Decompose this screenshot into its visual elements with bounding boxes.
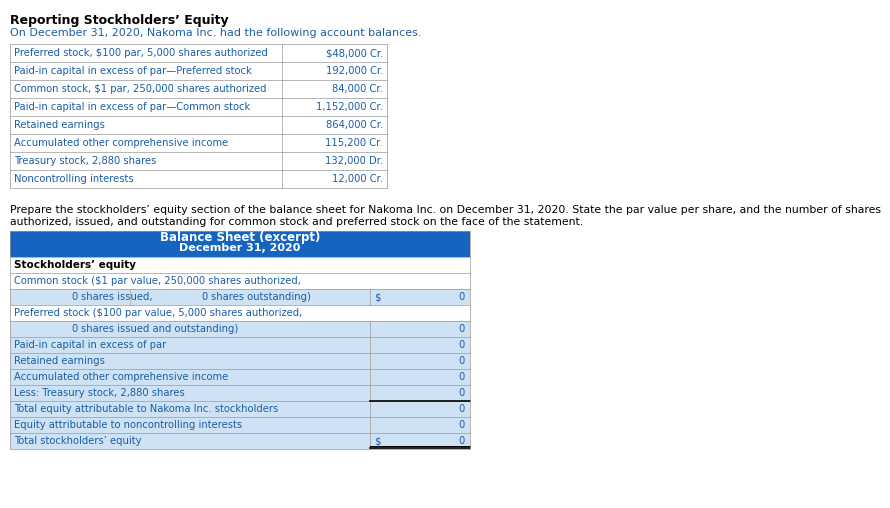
Bar (10, 289, 470, 305)
Text: Noncontrolling interests: Noncontrolling interests (14, 174, 134, 184)
Text: Total stockholders’ equity: Total stockholders’ equity (14, 436, 142, 446)
Text: 0: 0 (458, 356, 465, 366)
Bar (10, 433, 470, 449)
Text: 0: 0 (458, 420, 465, 430)
Text: Paid-in capital in excess of par—Preferred stock: Paid-in capital in excess of par—Preferr… (14, 66, 252, 76)
Text: 12,000 Cr.: 12,000 Cr. (332, 174, 383, 184)
Text: Preferred stock ($100 par value, 5,000 shares authorized,: Preferred stock ($100 par value, 5,000 s… (14, 308, 303, 318)
Text: 0: 0 (202, 292, 208, 302)
Text: shares issued and outstanding): shares issued and outstanding) (81, 324, 239, 334)
Text: $: $ (374, 436, 381, 446)
Text: 1,152,000 Cr.: 1,152,000 Cr. (316, 102, 383, 112)
Text: $48,000 Cr.: $48,000 Cr. (326, 48, 383, 58)
Text: authorized, issued, and outstanding for common stock and preferred stock on the : authorized, issued, and outstanding for … (10, 217, 583, 227)
Text: 864,000 Cr.: 864,000 Cr. (326, 120, 383, 130)
Bar (10, 305, 470, 321)
Text: 0: 0 (458, 324, 465, 334)
Bar (10, 337, 470, 353)
Text: Accumulated other comprehensive income: Accumulated other comprehensive income (14, 138, 228, 148)
Bar (10, 417, 470, 433)
Text: shares issued,: shares issued, (81, 292, 152, 302)
Bar (10, 385, 470, 401)
Text: Common stock ($1 par value, 250,000 shares authorized,: Common stock ($1 par value, 250,000 shar… (14, 276, 301, 286)
Text: On December 31, 2020, Nakoma Inc. had the following account balances.: On December 31, 2020, Nakoma Inc. had th… (10, 28, 422, 38)
Bar (10, 401, 470, 417)
Text: Retained earnings: Retained earnings (14, 356, 105, 366)
Text: shares outstanding): shares outstanding) (211, 292, 311, 302)
Text: Retained earnings: Retained earnings (14, 120, 105, 130)
Text: 0: 0 (458, 388, 465, 398)
Bar (10, 273, 470, 289)
Text: Stockholders’ equity: Stockholders’ equity (14, 260, 136, 270)
Text: 0: 0 (458, 340, 465, 350)
Text: December 31, 2020: December 31, 2020 (179, 243, 301, 253)
Bar (10, 353, 470, 369)
Bar (10, 231, 470, 257)
Text: 0: 0 (458, 292, 465, 302)
Bar (10, 321, 470, 337)
Text: Treasury stock, 2,880 shares: Treasury stock, 2,880 shares (14, 156, 157, 166)
Text: Paid-in capital in excess of par—Common stock: Paid-in capital in excess of par—Common … (14, 102, 250, 112)
Text: 192,000 Cr.: 192,000 Cr. (326, 66, 383, 76)
Text: Less: Treasury stock, 2,880 shares: Less: Treasury stock, 2,880 shares (14, 388, 185, 398)
Text: 132,000 Dr.: 132,000 Dr. (325, 156, 383, 166)
Bar (10, 44, 387, 188)
Text: Reporting Stockholders’ Equity: Reporting Stockholders’ Equity (10, 14, 229, 27)
Text: $: $ (374, 292, 381, 302)
Text: 0: 0 (72, 292, 78, 302)
Text: 0: 0 (72, 324, 78, 334)
Text: 115,200 Cr.: 115,200 Cr. (326, 138, 383, 148)
Text: Prepare the stockholders’ equity section of the balance sheet for Nakoma Inc. on: Prepare the stockholders’ equity section… (10, 205, 881, 215)
Text: Preferred stock, $100 par, 5,000 shares authorized: Preferred stock, $100 par, 5,000 shares … (14, 48, 268, 58)
Text: 0: 0 (458, 436, 465, 446)
Text: Common stock, $1 par, 250,000 shares authorized: Common stock, $1 par, 250,000 shares aut… (14, 84, 266, 94)
Text: Balance Sheet (excerpt): Balance Sheet (excerpt) (160, 232, 320, 244)
Text: Equity attributable to noncontrolling interests: Equity attributable to noncontrolling in… (14, 420, 242, 430)
Text: Total equity attributable to Nakoma Inc. stockholders: Total equity attributable to Nakoma Inc.… (14, 404, 279, 414)
Text: 0: 0 (458, 372, 465, 382)
Bar (10, 257, 470, 273)
Text: 0: 0 (458, 404, 465, 414)
Text: Paid-in capital in excess of par: Paid-in capital in excess of par (14, 340, 166, 350)
Text: Accumulated other comprehensive income: Accumulated other comprehensive income (14, 372, 228, 382)
Text: 84,000 Cr.: 84,000 Cr. (332, 84, 383, 94)
Bar (10, 369, 470, 385)
